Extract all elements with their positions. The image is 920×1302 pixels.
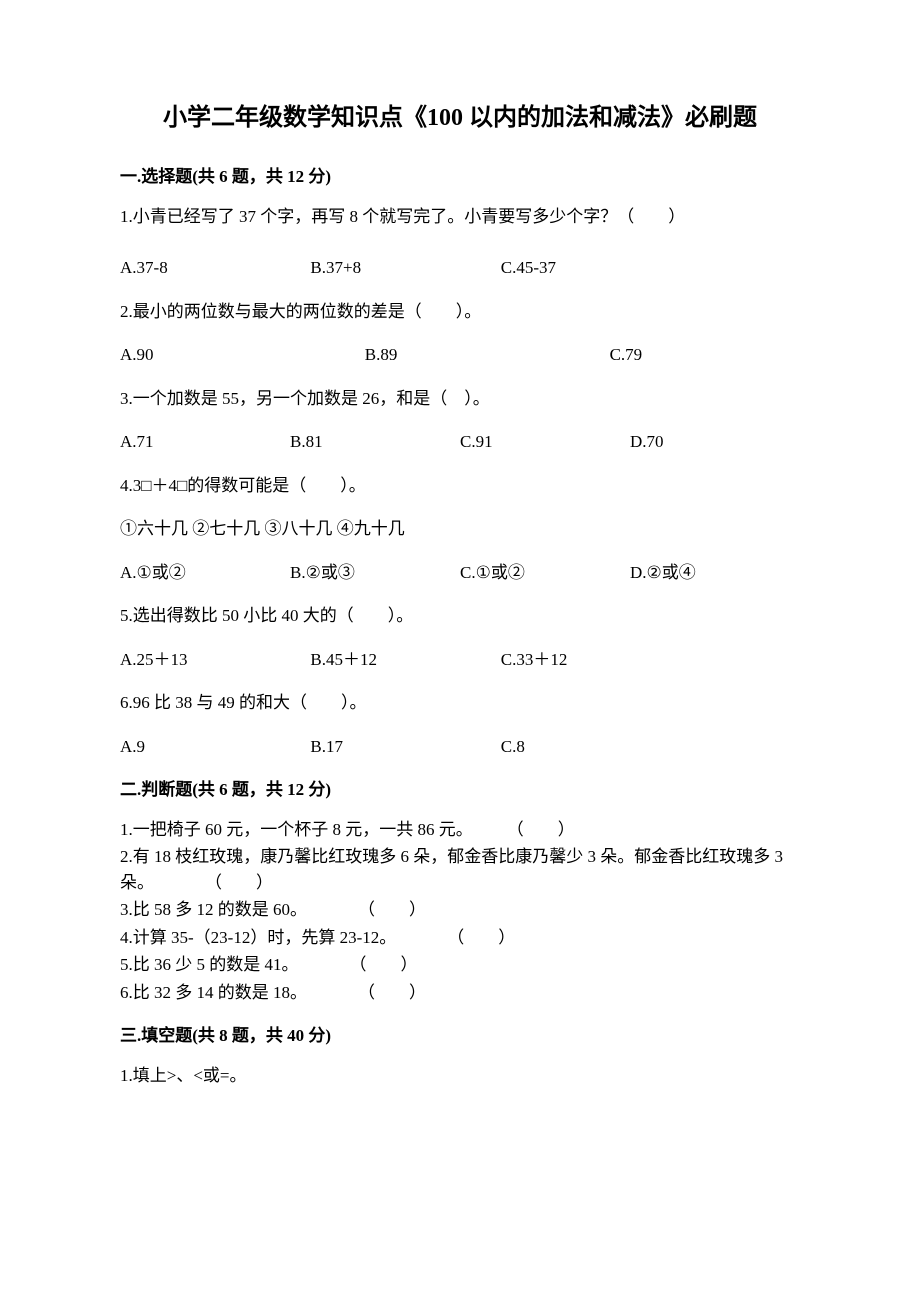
- question-3-options: A.71 B.81 C.91 D.70: [120, 429, 800, 455]
- question-1-stem: 1.小青已经写了 37 个字，再写 8 个就写完了。小青要写多少个字？（ ）: [120, 204, 800, 230]
- section-1-header: 一.选择题(共 6 题，共 12 分): [120, 164, 800, 190]
- q6-option-c: C.8: [501, 734, 800, 760]
- judgement-1: 1.一把椅子 60 元，一个杯子 8 元，一共 86 元。 （ ）: [120, 817, 800, 843]
- page-title: 小学二年级数学知识点《100 以内的加法和减法》必刷题: [120, 100, 800, 136]
- question-2: 2.最小的两位数与最大的两位数的差是（ ）。 A.90 B.89 C.79: [120, 299, 800, 368]
- question-2-stem: 2.最小的两位数与最大的两位数的差是（ ）。: [120, 299, 800, 325]
- q1-option-c: C.45-37: [501, 255, 800, 281]
- q3-option-b: B.81: [290, 429, 460, 455]
- q6-option-a: A.9: [120, 734, 310, 760]
- q4-option-a: A.①或②: [120, 560, 290, 586]
- q5-option-c: C.33＋12: [501, 647, 800, 673]
- section-3-header: 三.填空题(共 8 题，共 40 分): [120, 1023, 800, 1049]
- judgement-2: 2.有 18 枝红玫瑰，康乃馨比红玫瑰多 6 朵，郁金香比康乃馨少 3 朵。郁金…: [120, 844, 800, 895]
- judgement-list: 1.一把椅子 60 元，一个杯子 8 元，一共 86 元。 （ ） 2.有 18…: [120, 817, 800, 1006]
- q3-option-c: C.91: [460, 429, 630, 455]
- judgement-6: 6.比 32 多 14 的数是 18。 （ ）: [120, 980, 800, 1006]
- q4-option-c: C.①或②: [460, 560, 630, 586]
- question-6-options: A.9 B.17 C.8: [120, 734, 800, 760]
- q2-option-b: B.89: [365, 342, 610, 368]
- question-4-stem: 4.3□＋4□的得数可能是（ ）。: [120, 473, 800, 499]
- section-2-header: 二.判断题(共 6 题，共 12 分): [120, 777, 800, 803]
- question-5-options: A.25＋13 B.45＋12 C.33＋12: [120, 647, 800, 673]
- question-6-stem: 6.96 比 38 与 49 的和大（ ）。: [120, 690, 800, 716]
- question-3: 3.一个加数是 55，另一个加数是 26，和是（ ）。 A.71 B.81 C.…: [120, 386, 800, 455]
- q4-option-b: B.②或③: [290, 560, 460, 586]
- q1-option-b: B.37+8: [310, 255, 500, 281]
- q4-option-d: D.②或④: [630, 560, 800, 586]
- judgement-4: 4.计算 35-（23-12）时，先算 23-12。 （ ）: [120, 925, 800, 951]
- question-3-stem: 3.一个加数是 55，另一个加数是 26，和是（ ）。: [120, 386, 800, 412]
- q5-option-a: A.25＋13: [120, 647, 310, 673]
- question-2-options: A.90 B.89 C.79: [120, 342, 800, 368]
- q2-option-a: A.90: [120, 342, 365, 368]
- question-4-options: A.①或② B.②或③ C.①或② D.②或④: [120, 560, 800, 586]
- judgement-5: 5.比 36 少 5 的数是 41。 （ ）: [120, 952, 800, 978]
- question-5-stem: 5.选出得数比 50 小比 40 大的（ ）。: [120, 603, 800, 629]
- question-4-sub: ①六十几 ②七十几 ③八十几 ④九十几: [120, 516, 800, 542]
- q5-option-b: B.45＋12: [310, 647, 500, 673]
- question-1-options: A.37-8 B.37+8 C.45-37: [120, 255, 800, 281]
- q3-option-a: A.71: [120, 429, 290, 455]
- q2-option-c: C.79: [610, 342, 800, 368]
- question-5: 5.选出得数比 50 小比 40 大的（ ）。 A.25＋13 B.45＋12 …: [120, 603, 800, 672]
- q1-option-a: A.37-8: [120, 255, 310, 281]
- question-1: 1.小青已经写了 37 个字，再写 8 个就写完了。小青要写多少个字？（ ） A…: [120, 204, 800, 281]
- q6-option-b: B.17: [310, 734, 500, 760]
- question-6: 6.96 比 38 与 49 的和大（ ）。 A.9 B.17 C.8: [120, 690, 800, 759]
- fill-blank-1: 1.填上>、<或=。: [120, 1063, 800, 1089]
- question-4: 4.3□＋4□的得数可能是（ ）。 ①六十几 ②七十几 ③八十几 ④九十几 A.…: [120, 473, 800, 586]
- q3-option-d: D.70: [630, 429, 800, 455]
- judgement-3: 3.比 58 多 12 的数是 60。 （ ）: [120, 897, 800, 923]
